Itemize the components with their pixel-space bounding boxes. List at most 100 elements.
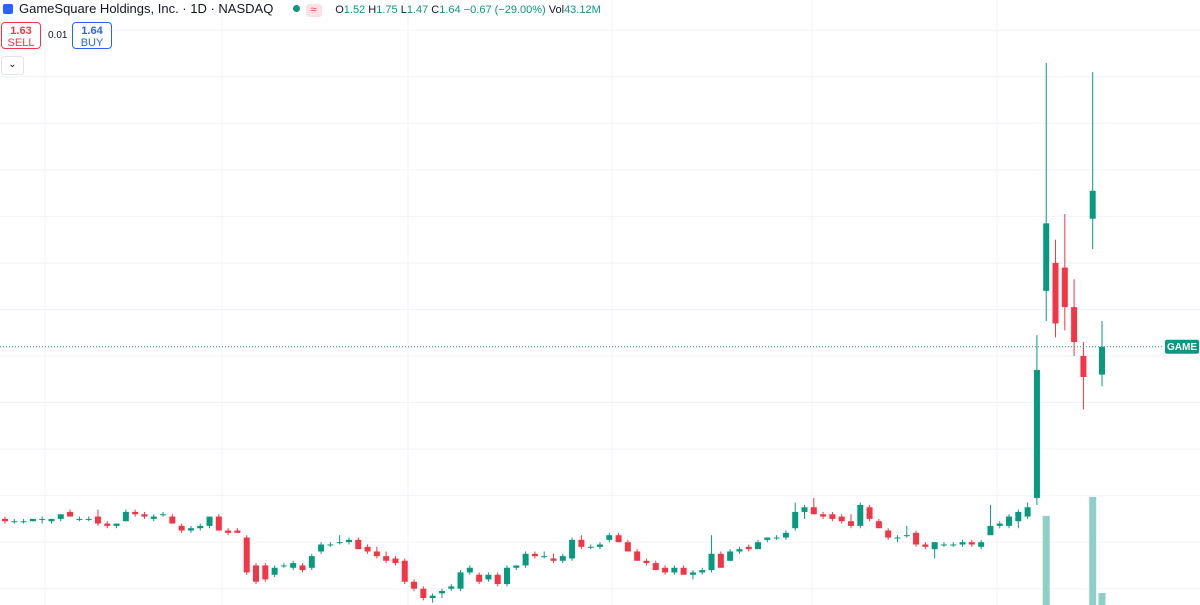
candle-body — [197, 525, 204, 529]
candle-body — [820, 514, 827, 517]
spread: 0.01 — [48, 30, 68, 41]
candle-body — [280, 565, 287, 567]
candle-body — [290, 563, 297, 568]
candle-body — [1099, 346, 1105, 375]
change: −0.67 — [463, 4, 492, 16]
candle-body — [1043, 223, 1050, 291]
candle-body — [345, 539, 352, 543]
candle-body — [85, 518, 92, 520]
candle-body — [122, 511, 129, 522]
candle-body — [894, 537, 901, 539]
price-line: GAME — [0, 339, 1199, 354]
change-pct: (−29.00%) — [494, 4, 546, 16]
candle-body — [606, 535, 613, 540]
candle-body — [327, 544, 334, 546]
candle-body — [1080, 356, 1087, 377]
candle-body — [243, 537, 250, 573]
candle-body — [466, 567, 473, 573]
candle-body — [411, 581, 418, 589]
candle-body — [253, 565, 260, 582]
vertical-grid — [44, 0, 998, 605]
candle-body — [838, 516, 845, 522]
candle-body — [485, 574, 492, 580]
candle-body — [968, 542, 975, 545]
sell-label: SELL — [7, 37, 35, 49]
candle-body — [1089, 190, 1096, 219]
buy-price: 1.64 — [81, 25, 103, 37]
candle-body — [773, 537, 780, 539]
candle-body — [336, 542, 343, 544]
candle-body — [225, 530, 232, 533]
candle-body — [187, 528, 194, 531]
header: GameSquare Holdings, Inc. · 1D · NASDAQ … — [3, 1, 601, 17]
buy-button[interactable]: 1.64 BUY — [72, 22, 112, 49]
ohlc-label: O — [335, 4, 344, 16]
candle-body — [438, 591, 445, 594]
close-value: 1.64 — [439, 4, 461, 16]
candle-body — [392, 558, 399, 564]
candle-body — [504, 567, 511, 585]
candle-body — [550, 558, 557, 561]
sell-price: 1.63 — [10, 25, 32, 37]
candle-body — [448, 586, 455, 589]
candle-body — [57, 514, 64, 519]
candle-body — [476, 574, 483, 582]
volume-value: 43.12M — [564, 4, 601, 16]
candle-body — [262, 565, 269, 580]
ohlc-legend: O1.52 H1.75 L1.47 C1.64 −0.67 (−29.00%) … — [335, 4, 601, 16]
candle-body — [903, 535, 910, 537]
candle-body — [801, 507, 808, 512]
candle-body — [2, 518, 8, 522]
candle-body — [569, 539, 576, 559]
grid — [0, 29, 1200, 590]
indicator-icon[interactable]: ≈ — [305, 4, 322, 17]
ohlc-label: L — [400, 4, 407, 16]
candle-body — [736, 549, 743, 552]
open-value: 1.52 — [343, 4, 366, 16]
candle-body — [132, 511, 139, 515]
candle-body — [745, 546, 752, 550]
candle-body — [29, 518, 36, 522]
volume-bar — [1098, 592, 1106, 605]
symbol-tag-bg — [1165, 339, 1199, 354]
candle-body — [104, 523, 111, 526]
candle-body — [150, 516, 157, 519]
volume-bar — [1089, 496, 1097, 605]
candle-body — [1033, 369, 1040, 498]
candle-body — [20, 521, 27, 523]
candle-body — [913, 532, 920, 545]
candle-body — [271, 567, 278, 575]
candle-body — [67, 511, 74, 517]
candle-body — [355, 539, 362, 550]
collapse-button[interactable]: ⌄ — [1, 56, 24, 75]
candle-body — [299, 565, 306, 571]
candle-body — [699, 570, 706, 573]
candle-body — [401, 560, 408, 582]
candle-body — [847, 521, 854, 526]
title: GameSquare Holdings, Inc. · 1D · NASDAQ — [19, 1, 274, 16]
candle-body — [950, 544, 957, 546]
candle-body — [662, 567, 669, 573]
candle-body — [634, 551, 641, 561]
candle-body — [996, 523, 1003, 526]
candle-body — [522, 553, 529, 566]
ohlc-label: H — [368, 4, 377, 16]
status-dot — [292, 5, 300, 12]
candle-body — [624, 542, 631, 552]
buy-label: BUY — [80, 37, 104, 49]
candle-body — [1052, 262, 1059, 324]
candle-body — [764, 537, 771, 540]
candle-body — [596, 544, 603, 547]
candle-body — [11, 521, 18, 523]
candles — [2, 62, 1105, 603]
volume-bar — [1042, 515, 1050, 605]
sell-button[interactable]: 1.63 SELL — [1, 22, 41, 49]
candle-body — [652, 563, 659, 571]
candle-body — [866, 507, 873, 519]
candle-body — [931, 542, 938, 550]
candle-body — [113, 523, 120, 526]
candle-body — [717, 553, 724, 568]
candle-body — [1061, 267, 1068, 308]
candle-body — [39, 518, 46, 520]
